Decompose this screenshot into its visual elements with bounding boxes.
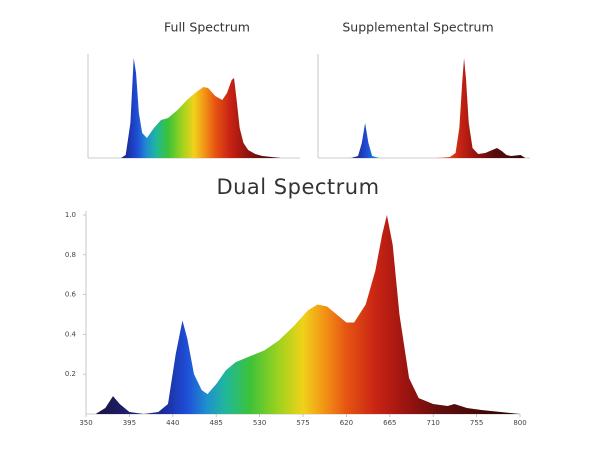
x-tick-label: 575 [296,419,309,427]
x-tick-label: 800 [513,419,526,427]
x-tick-label: 395 [123,419,136,427]
y-tick-label: 0.8 [65,251,76,259]
x-tick-label: 485 [210,419,223,427]
spectrum-area [88,58,282,158]
x-tick-label: 755 [470,419,483,427]
y-tick-label: 0.4 [65,330,77,338]
x-tick-label: 440 [166,419,179,427]
x-tick-label: 530 [253,419,266,427]
x-tick-label: 710 [427,419,440,427]
y-tick-label: 0.6 [65,291,77,299]
spectrum-area [95,215,521,414]
spectrum-area [318,58,526,158]
chart-title: Full Spectrum [164,20,250,35]
x-tick-label: 620 [340,419,353,427]
x-tick-label: 665 [383,419,396,427]
chart-title: Dual Spectrum [216,175,379,199]
y-tick-label: 0.2 [65,370,76,378]
x-tick-label: 350 [79,419,92,427]
y-tick-label: 1.0 [65,211,76,219]
chart-title: Supplemental Spectrum [342,20,493,35]
